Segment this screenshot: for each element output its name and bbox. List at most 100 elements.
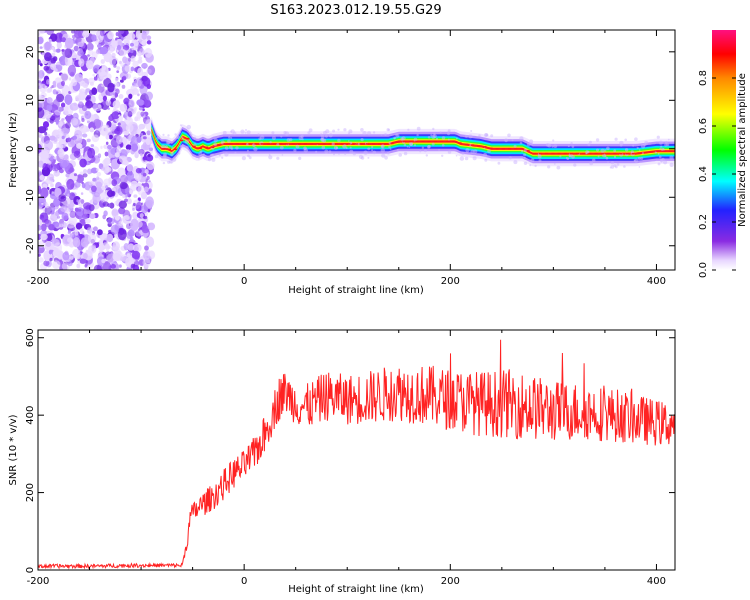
noise-speckle (127, 32, 136, 41)
noise-speckle (129, 190, 133, 195)
noise-speckle (39, 63, 43, 67)
colorbar-ticks: 0.0 0.2 0.4 0.6 0.8 (698, 70, 736, 278)
noise-speckle (118, 264, 122, 268)
ridge-speckle (403, 151, 408, 156)
ridge-speckle (245, 129, 247, 131)
noise-speckle (104, 151, 109, 157)
ridge-speckle (665, 140, 668, 144)
noise-speckle (104, 125, 111, 134)
noise-speckle (121, 254, 128, 262)
ridge-speckle (303, 146, 307, 151)
ridge-speckle (167, 134, 170, 137)
snr-x-ticks: -200 0 200 400 (27, 330, 666, 587)
noise-speckle (76, 143, 83, 149)
noise-speckle (60, 205, 67, 212)
noise-speckle (128, 57, 131, 62)
ridge-speckle (468, 134, 473, 139)
ridge-speckle (523, 153, 527, 157)
noise-speckle (72, 135, 78, 140)
ridge-speckle (632, 144, 635, 147)
ridge-speckle (596, 148, 599, 152)
ridge-speckle (344, 152, 347, 155)
noise-speckle (116, 135, 123, 145)
noise-speckle (93, 118, 102, 129)
ridge-speckle (320, 137, 325, 142)
ridge-speckle (447, 150, 452, 154)
ridge-speckle (490, 134, 494, 138)
ridge-speckle (605, 156, 609, 160)
snr-y-tick-label: 600 (25, 328, 36, 347)
ridge-speckle (230, 130, 233, 133)
ridge-speckle (407, 128, 410, 131)
noise-speckle (89, 213, 96, 219)
noise-speckle (93, 76, 98, 81)
noise-speckle (82, 173, 88, 178)
ridge-speckle (461, 152, 465, 156)
noise-speckle (133, 202, 136, 207)
noise-speckle (140, 111, 145, 117)
noise-speckle (116, 44, 122, 51)
noise-speckle (110, 224, 120, 235)
ridge-speckle (406, 145, 409, 148)
noise-speckle (56, 41, 62, 49)
noise-speckle (49, 176, 54, 181)
noise-speckle (118, 94, 124, 99)
ridge-speckle (321, 145, 326, 150)
noise-speckle (47, 61, 52, 66)
noise-speckle (130, 218, 139, 231)
ridge-speckle (640, 157, 644, 160)
noise-speckle (88, 180, 93, 186)
noise-speckle (131, 250, 141, 260)
noise-speckle (142, 257, 151, 268)
ridge-speckle (335, 146, 338, 150)
noise-speckle (79, 228, 84, 233)
noise-speckle (40, 92, 47, 98)
noise-speckle (97, 229, 103, 236)
noise-speckle (48, 224, 55, 231)
ridge-speckle (431, 134, 436, 139)
noise-speckle (75, 222, 83, 230)
noise-speckle (141, 62, 148, 69)
noise-speckle (144, 47, 153, 58)
spectrogram-x-ticks: -200 0 200 400 (27, 30, 666, 287)
noise-speckle (132, 88, 139, 95)
noise-speckle (98, 68, 106, 77)
snr-y-tick-label: 400 (25, 406, 36, 425)
ridge-speckle (367, 156, 370, 159)
ridge-speckle (459, 156, 465, 161)
noise-speckle (102, 201, 109, 207)
colorbar: 0.0 0.2 0.4 0.6 0.8 Normalized spectral ampl… (698, 30, 748, 278)
noise-speckle (91, 185, 97, 193)
noise-speckle (130, 180, 138, 187)
ridge-speckle (395, 133, 400, 138)
ridge-speckle (600, 148, 605, 153)
noise-speckle (76, 254, 81, 260)
ridge-speckle (323, 130, 327, 135)
snr-x-tick-label: 0 (241, 576, 247, 587)
ridge-speckle (234, 151, 237, 154)
ridge-speckle (389, 148, 392, 151)
noise-speckle (146, 175, 150, 181)
noise-speckle (63, 154, 69, 160)
noise-speckle (50, 57, 56, 64)
noise-speckle (47, 160, 52, 165)
noise-speckle (61, 118, 65, 121)
ridge-speckle (660, 160, 663, 163)
noise-speckle (121, 84, 126, 89)
noise-speckle (127, 110, 133, 118)
ridge-speckle (372, 131, 376, 134)
noise-speckle (134, 116, 139, 122)
noise-speckle (64, 117, 68, 119)
noise-speckle (56, 130, 64, 138)
ridge-speckle (222, 130, 227, 135)
noise-speckle (146, 68, 152, 74)
ridge-speckle (513, 160, 518, 165)
noise-speckle (73, 45, 79, 52)
ridge-speckle (224, 152, 229, 157)
ridge-speckle (167, 160, 171, 164)
noise-speckle (51, 52, 56, 57)
ridge-speckle (246, 130, 251, 135)
noise-speckle (112, 100, 121, 109)
noise-speckle (38, 257, 44, 263)
ridge-speckle (213, 138, 218, 143)
